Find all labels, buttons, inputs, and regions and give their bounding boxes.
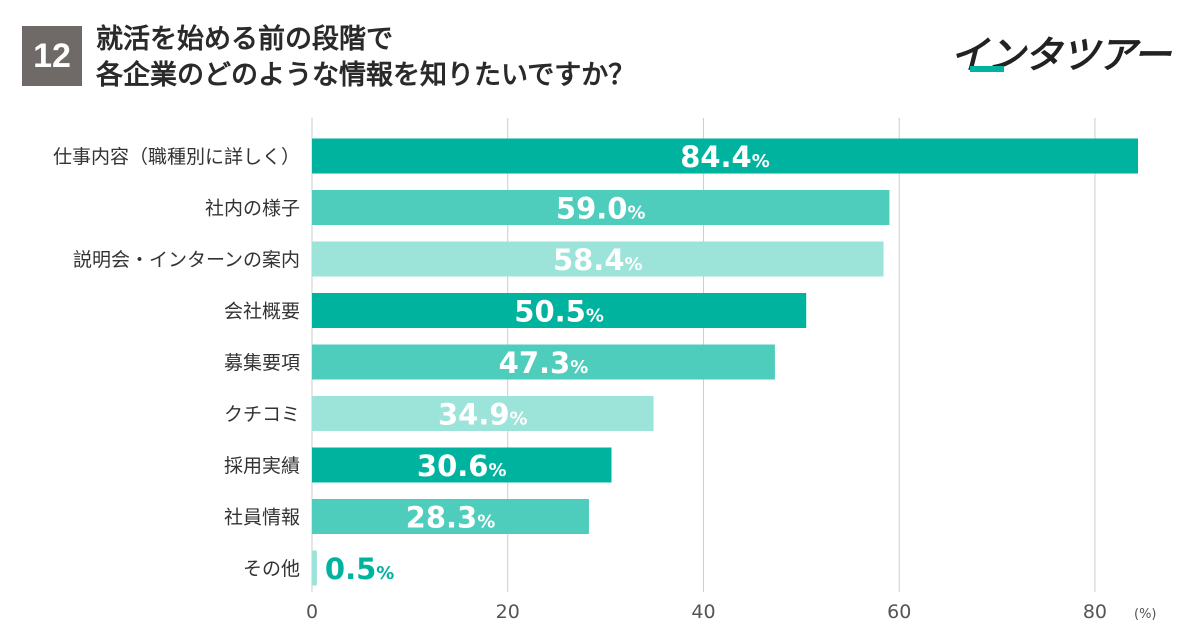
bar [312, 344, 775, 380]
question-number-badge: 12 [22, 26, 82, 86]
data-label-value: 28.3 [406, 501, 478, 535]
data-label: 84.4% [680, 140, 770, 174]
x-tick-label: 80 [1083, 601, 1107, 623]
category-label: 仕事内容（職種別に詳しく） [53, 146, 300, 168]
question-title-line2: 各企業のどのような情報を知りたいですか？ [96, 60, 636, 91]
x-tick-label: 0 [306, 601, 318, 623]
data-label-value: 58.4 [553, 243, 625, 277]
data-label: 34.9% [438, 398, 528, 432]
bar [312, 550, 317, 586]
bar [312, 138, 1138, 174]
data-label-percent: % [752, 151, 770, 172]
data-label-percent: % [586, 306, 604, 327]
data-label-value: 50.5 [514, 295, 586, 329]
category-label: 採用実績 [224, 455, 300, 477]
category-label: 会社概要 [224, 301, 300, 323]
data-label: 50.5% [514, 295, 604, 329]
data-label-percent: % [488, 460, 506, 481]
data-label-percent: % [510, 409, 528, 430]
data-label: 58.4% [553, 243, 643, 277]
data-label-percent: % [625, 254, 643, 275]
x-tick-label: 20 [496, 601, 520, 623]
data-label-value: 84.4 [680, 140, 752, 174]
x-tick-label: 40 [691, 601, 715, 623]
data-label-value: 0.5 [325, 552, 376, 586]
category-label: 社員情報 [224, 507, 300, 529]
data-label-value: 59.0 [556, 192, 628, 226]
data-label: 0.5% [325, 552, 394, 586]
bar [312, 241, 884, 277]
data-label-percent: % [376, 563, 394, 584]
data-label: 59.0% [556, 192, 646, 226]
x-tick-label: 60 [887, 601, 911, 623]
bar [312, 396, 654, 431]
data-label-value: 34.9 [438, 398, 510, 432]
bar [312, 499, 589, 534]
data-label-percent: % [477, 512, 495, 533]
question-title-line1: 就活を始める前の段階で [96, 24, 393, 55]
category-label: 説明会・インターンの案内 [73, 249, 300, 271]
bar [312, 293, 807, 328]
question-title: 就活を始める前の段階で 各企業のどのような情報を知りたいですか？ [96, 22, 635, 94]
data-label: 30.6% [417, 449, 507, 483]
data-label-value: 47.3 [499, 346, 571, 380]
data-label: 47.3% [499, 346, 589, 380]
x-unit-label: (%) [1134, 607, 1157, 622]
data-label-percent: % [570, 357, 588, 378]
data-label-value: 30.6 [417, 449, 489, 483]
category-label: その他 [243, 558, 300, 580]
data-label: 28.3% [406, 501, 496, 535]
category-label: クチコミ [224, 404, 300, 426]
category-label: 募集要項 [224, 352, 300, 374]
data-label-percent: % [627, 203, 645, 224]
question-number: 12 [33, 36, 71, 75]
bar [312, 447, 612, 483]
category-label: 社内の様子 [205, 198, 300, 220]
brand-logo-accent [970, 66, 1004, 72]
bar [312, 190, 890, 225]
